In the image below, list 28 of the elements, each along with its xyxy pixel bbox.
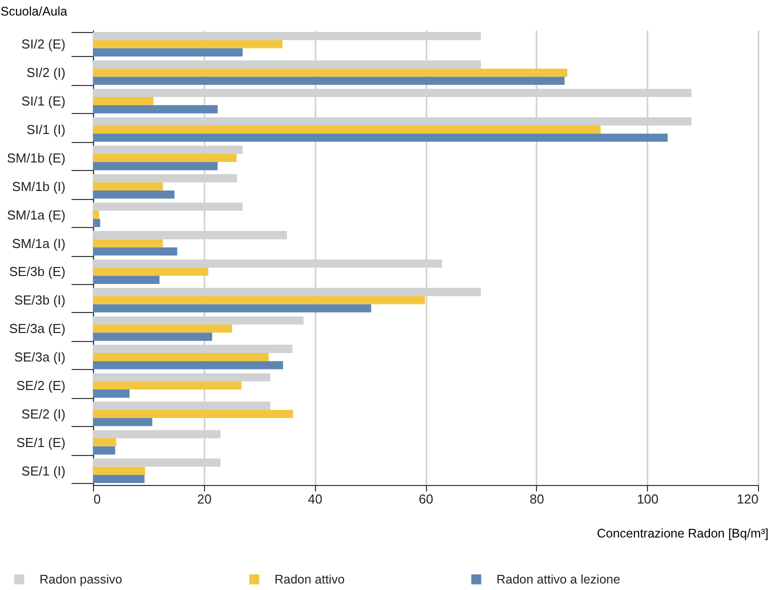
- y-tick-label: SM/1a (E): [6, 207, 66, 222]
- y-tick-label: SI/1 (I): [26, 122, 66, 138]
- x-tick-label: 20: [197, 492, 212, 506]
- y-tick-label: SM/1b (I): [12, 178, 66, 194]
- y-tick-label: SE/3a (I): [14, 350, 66, 365]
- y-tick-label: SE/3b (I): [14, 292, 66, 308]
- y-axis-title: Scuola/Aula: [0, 4, 68, 18]
- y-tick-label: SE/2 (I): [21, 406, 66, 422]
- x-tick-label: 60: [418, 492, 434, 506]
- y-tick-label: SE/1 (E): [16, 434, 66, 450]
- y-tick-label: SE/2 (E): [16, 378, 66, 393]
- x-tick-label: 40: [308, 492, 322, 506]
- x-tick-label: 100: [636, 492, 659, 506]
- legend-label: Radon passivo: [40, 572, 122, 586]
- y-tick-label: SM/1a (I): [12, 236, 66, 251]
- y-tick-label: SM/1b (E): [6, 150, 66, 166]
- y-tick-label: SE/1 (I): [21, 463, 66, 478]
- x-tick-label: 0: [94, 492, 101, 506]
- x-axis-title: Concentrazione Radon [Bq/m³]: [596, 526, 768, 540]
- y-tick-label: SI/2 (I): [26, 65, 66, 80]
- y-tick-label: SI/1 (E): [21, 94, 66, 109]
- x-tick-label: 80: [530, 492, 544, 506]
- y-tick-label: SE/3b (E): [9, 264, 66, 280]
- y-tick-label: SE/3a (E): [9, 321, 66, 336]
- legend-label: Radon attivo: [274, 572, 345, 586]
- x-tick-label: 120: [736, 492, 758, 506]
- legend-label: Radon attivo a lezione: [496, 572, 620, 586]
- y-tick-label: SI/2 (E): [21, 36, 66, 52]
